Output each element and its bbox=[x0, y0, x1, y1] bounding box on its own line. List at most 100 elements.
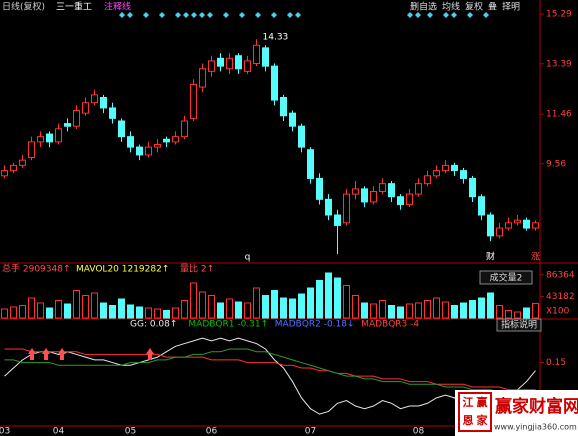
marker bbox=[271, 12, 277, 18]
volume-bar bbox=[244, 302, 251, 319]
volume-bar bbox=[379, 300, 386, 319]
header-text: 三一重工 bbox=[56, 1, 92, 13]
marker bbox=[467, 12, 473, 18]
legend-text: GG: 0.08↑ bbox=[130, 320, 177, 330]
x-tick-label: 06 bbox=[206, 427, 218, 436]
toolbar-item: 均线 bbox=[442, 1, 460, 13]
candle-body bbox=[523, 219, 530, 229]
badge-char: 家 bbox=[477, 413, 489, 427]
marker bbox=[415, 12, 421, 18]
volume-bar bbox=[262, 295, 269, 319]
volume-bar bbox=[406, 303, 413, 319]
candle-body bbox=[127, 136, 134, 148]
volume-bar bbox=[199, 291, 206, 319]
badge-char: 赢 bbox=[477, 395, 488, 409]
candle-body bbox=[397, 196, 404, 206]
marker bbox=[143, 12, 149, 18]
volume-bar bbox=[325, 272, 332, 319]
volume-bar bbox=[163, 310, 170, 319]
volume-bar bbox=[127, 304, 134, 319]
y-tick-label: 0.15 bbox=[546, 358, 566, 368]
candle-body bbox=[469, 177, 476, 198]
candle-body bbox=[496, 227, 503, 237]
legend-text: MADBQR1 -0.31↑ bbox=[188, 320, 268, 330]
candle-body bbox=[172, 136, 179, 143]
candle-body bbox=[181, 120, 188, 138]
button-label[interactable]: 指标说明 bbox=[501, 319, 537, 331]
button[interactable] bbox=[479, 270, 533, 285]
y-tick-label: 11.46 bbox=[546, 110, 572, 120]
volume-bar bbox=[289, 298, 296, 319]
legend-text: MAVOL20 1219282↑ bbox=[76, 265, 169, 275]
volume-bar bbox=[100, 302, 107, 319]
marker bbox=[207, 12, 213, 18]
indicator-line bbox=[4, 337, 536, 415]
volume-bar bbox=[271, 290, 278, 319]
candle-body bbox=[46, 133, 53, 143]
badge-char: 江 bbox=[463, 395, 474, 409]
volume-bar bbox=[181, 300, 188, 319]
candle-body bbox=[460, 170, 467, 179]
candle-body bbox=[487, 214, 494, 237]
candle-body bbox=[154, 143, 161, 148]
volume-bar bbox=[316, 280, 323, 319]
unit-label: X100 bbox=[546, 307, 570, 317]
marker bbox=[295, 12, 301, 18]
y-tick-label: 9.56 bbox=[546, 159, 566, 169]
candle-body bbox=[433, 170, 440, 177]
volume-bar bbox=[19, 305, 26, 319]
x-tick-label: 04 bbox=[53, 427, 65, 436]
x-tick-label: 07 bbox=[305, 427, 316, 436]
candle-body bbox=[73, 110, 80, 127]
candle-body bbox=[415, 183, 422, 195]
annotation: 涨 bbox=[531, 252, 540, 263]
button[interactable] bbox=[496, 318, 542, 332]
watermark-title: 赢家财富网 bbox=[495, 396, 578, 417]
button-label[interactable]: 成交量2 bbox=[490, 272, 523, 284]
legend-text: MADBQR2 -0.18↓ bbox=[275, 320, 355, 330]
candle-body bbox=[451, 164, 458, 172]
candle-body bbox=[19, 159, 26, 166]
marker bbox=[287, 12, 293, 18]
candle-body bbox=[208, 60, 215, 72]
volume-bar bbox=[514, 311, 521, 319]
candle-body bbox=[190, 83, 197, 119]
candle-body bbox=[82, 102, 89, 114]
x-tick-label: 08 bbox=[413, 427, 425, 436]
candle-body bbox=[253, 44, 260, 65]
watermark: 江 赢 恩 家 赢家财富网 www.yingjia360.com bbox=[455, 390, 578, 436]
candle-body bbox=[361, 188, 368, 203]
volume-bar bbox=[352, 295, 359, 319]
marker bbox=[451, 12, 457, 18]
candle-body bbox=[10, 164, 17, 172]
volume-bar bbox=[217, 302, 224, 319]
candle-body bbox=[226, 57, 233, 70]
candle-body bbox=[406, 193, 413, 206]
candle-body bbox=[136, 146, 143, 156]
candle-body bbox=[334, 214, 341, 226]
candle-body bbox=[316, 177, 323, 200]
candle-body bbox=[271, 65, 278, 101]
marker bbox=[159, 12, 165, 18]
toolbar-item: 复权 bbox=[465, 1, 483, 13]
candle-body bbox=[55, 128, 62, 143]
volume-bar bbox=[469, 300, 476, 319]
header-text: 日线(复权) bbox=[2, 1, 45, 13]
marker bbox=[223, 12, 229, 18]
candle-body bbox=[37, 136, 44, 143]
signal-marker bbox=[58, 348, 66, 360]
marker bbox=[183, 12, 189, 18]
candle-body bbox=[352, 188, 359, 195]
volume-bar bbox=[334, 277, 341, 319]
candle-body bbox=[424, 175, 431, 185]
volume-bar bbox=[55, 300, 62, 319]
volume-bar bbox=[10, 306, 17, 319]
volume-bar bbox=[226, 298, 233, 319]
toolbar-item: 择明 bbox=[502, 1, 520, 13]
candle-body bbox=[388, 183, 395, 198]
candle-body bbox=[100, 96, 107, 109]
candle-body bbox=[514, 219, 521, 224]
candle-body bbox=[298, 125, 305, 148]
marker bbox=[427, 12, 433, 18]
